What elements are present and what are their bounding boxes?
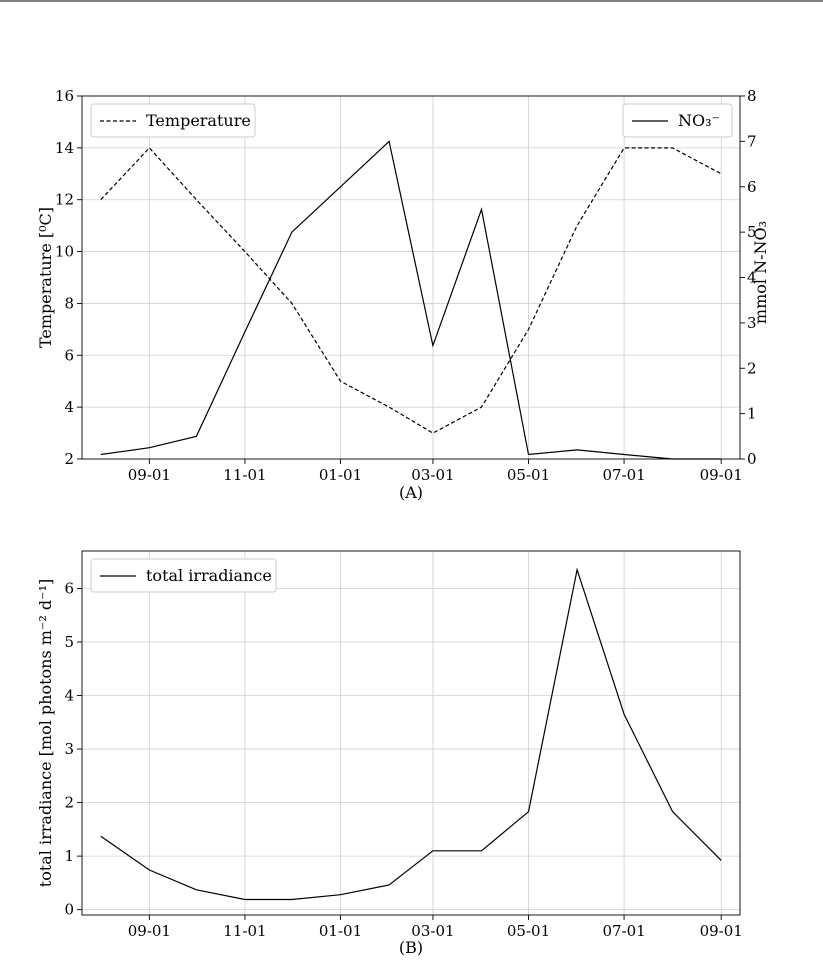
- x-tick-label: 01-01: [319, 922, 362, 940]
- y-tick-label: 16: [55, 87, 74, 105]
- y-tick-label: 5: [64, 633, 74, 651]
- y-axis-label: total irradiance [mol photons m⁻² d⁻¹]: [36, 579, 55, 887]
- y-tick-label: 2: [64, 794, 74, 812]
- y2-tick-label: 8: [747, 87, 757, 105]
- plot-frame: [81, 95, 741, 460]
- y-tick-label: 6: [64, 579, 74, 597]
- x-tick-label: 09-01: [700, 466, 743, 484]
- y2-tick-label: 1: [747, 405, 757, 423]
- legend-box: [90, 558, 277, 593]
- y2-tick-label: 7: [747, 132, 757, 150]
- x-tick-label: 01-01: [319, 466, 362, 484]
- plot-frame: [81, 550, 741, 916]
- chart-total-irradiance: 09-01 11-01 01-01 03-01 05-01 07-01 09-01 0 1 2 3 4…: [36, 550, 743, 957]
- legend-label: Temperature: [146, 111, 251, 130]
- x-tick-label: 09-01: [700, 922, 743, 940]
- panel-caption: (A): [399, 483, 423, 502]
- x-tick-label: 03-01: [411, 922, 454, 940]
- x-tick-label: 11-01: [223, 466, 266, 484]
- legend: total irradiance: [90, 558, 277, 593]
- legend-box: [90, 103, 256, 138]
- x-tick-label: 03-01: [411, 466, 454, 484]
- y-tick-label: 8: [64, 294, 74, 312]
- legend: NO₃⁻: [622, 103, 733, 138]
- legend: Temperature: [90, 103, 256, 138]
- y-tick-label: 2: [64, 450, 74, 468]
- y2-tick-label: 2: [747, 359, 757, 377]
- x-tick-label: 05-01: [507, 466, 550, 484]
- series-line: [100, 567, 722, 901]
- x-tick-label: 11-01: [223, 922, 266, 940]
- y-tick-label: 10: [55, 243, 74, 261]
- y-tick-label: 1: [64, 847, 74, 865]
- legend-box: [622, 103, 733, 138]
- y-tick-label: 3: [64, 740, 74, 758]
- series-line: [100, 147, 722, 434]
- panel-caption: (B): [399, 938, 423, 957]
- grid: [82, 551, 740, 915]
- y2-tick-label: 0: [747, 450, 757, 468]
- grid: [82, 96, 740, 459]
- y2-tick-label: 6: [747, 178, 757, 196]
- y-axis-label: Temperature [⁰C]: [36, 207, 55, 348]
- x-tick-label: 09-01: [128, 466, 171, 484]
- y-tick-label: 6: [64, 346, 74, 364]
- x-tick-label: 05-01: [507, 922, 550, 940]
- y2-tick-label: 5: [747, 223, 757, 241]
- y2-axis-label: mmol N-NO₃: [751, 221, 770, 324]
- legend-label: total irradiance: [146, 566, 272, 585]
- y-tick-label: 0: [64, 901, 74, 919]
- x-tick-label: 09-01: [128, 922, 171, 940]
- series-line: [100, 140, 722, 460]
- legend-label: NO₃⁻: [678, 111, 720, 130]
- y-tick-label: 12: [55, 191, 74, 209]
- x-tick-label: 07-01: [602, 922, 645, 940]
- y2-tick-label: 3: [747, 314, 757, 332]
- y-tick-label: 4: [64, 687, 74, 705]
- y-tick-label: 14: [55, 139, 74, 157]
- x-tick-label: 07-01: [602, 466, 645, 484]
- y-tick-label: 4: [64, 398, 74, 416]
- y2-tick-label: 4: [747, 269, 757, 287]
- chart-temperature-nitrate: 09-01 11-01 01-01 03-01 05-01 07-01 09-01 2 4 6 8 1…: [36, 87, 770, 502]
